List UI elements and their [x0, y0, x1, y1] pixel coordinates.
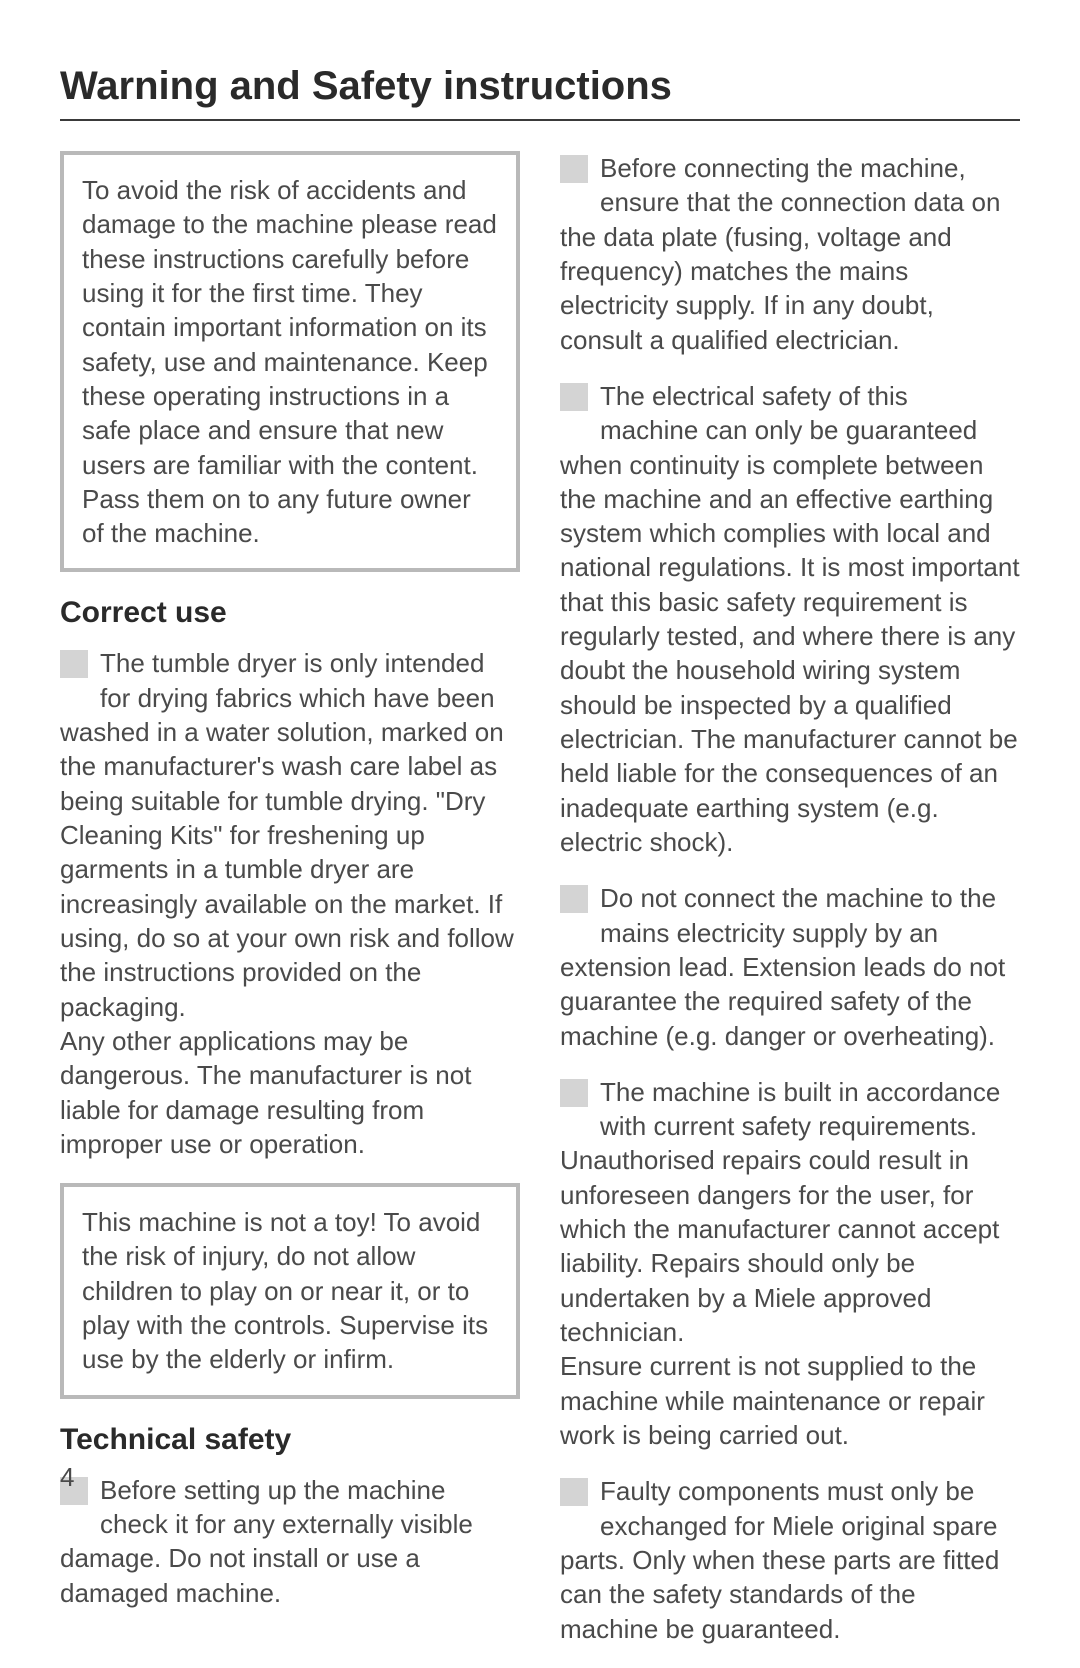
bullet-icon: [60, 650, 88, 678]
correct-use-tail: Any other applications may be dangerous.…: [60, 1024, 520, 1161]
r-p3-lead-1: Do not connect the machine to the: [600, 881, 996, 915]
correct-use-lead-1: The tumble dryer is only intended: [100, 646, 495, 680]
r-p4: The machine is built in accordance with …: [560, 1075, 1020, 1452]
r-p2: The electrical safety of this machine ca…: [560, 379, 1020, 859]
r-p2-lead-2: machine can only be guaranteed: [600, 413, 977, 447]
content-columns: To avoid the risk of accidents and damag…: [60, 151, 1020, 1668]
heading-correct-use: Correct use: [60, 596, 520, 630]
bullet-icon: [560, 1478, 588, 1506]
tech-lead-1: Before setting up the machine: [100, 1473, 473, 1507]
r-p4-cont: Unauthorised repairs could result in unf…: [560, 1143, 1020, 1349]
r-p5: Faulty components must only be exchanged…: [560, 1474, 1020, 1646]
r-p5-lead-2: exchanged for Miele original spare: [600, 1509, 997, 1543]
tech-lead-2: check it for any externally visible: [100, 1507, 473, 1541]
r-p3-lead-2: mains electricity supply by an: [600, 916, 996, 950]
r-p4-tail: Ensure current is not supplied to the ma…: [560, 1349, 1020, 1452]
bullet-icon: [560, 155, 588, 183]
correct-use-lead-2: for drying fabrics which have been: [100, 681, 495, 715]
toy-warning-text: This machine is not a toy! To avoid the …: [82, 1205, 498, 1377]
tech-safety-paragraph: Before setting up the machine check it f…: [60, 1473, 520, 1610]
r-p1: Before connecting the machine, ensure th…: [560, 151, 1020, 357]
manual-page: Warning and Safety instructions To avoid…: [0, 0, 1080, 1529]
r-p4-lead-1: The machine is built in accordance: [600, 1075, 1000, 1109]
r-p5-lead-1: Faulty components must only be: [600, 1474, 997, 1508]
tech-cont: damage. Do not install or use a damaged …: [60, 1541, 520, 1610]
page-number: 4: [60, 1462, 74, 1493]
heading-technical-safety: Technical safety: [60, 1423, 520, 1457]
r-p1-lead-1: Before connecting the machine,: [600, 151, 1000, 185]
bullet-icon: [560, 383, 588, 411]
r-p2-cont: when continuity is complete between the …: [560, 448, 1020, 860]
correct-use-cont: washed in a water solution, marked on th…: [60, 715, 520, 1024]
r-p5-cont: parts. Only when these parts are fitted …: [560, 1543, 1020, 1646]
r-p2-lead-1: The electrical safety of this: [600, 379, 977, 413]
bullet-icon: [560, 885, 588, 913]
intro-warning-box: To avoid the risk of accidents and damag…: [60, 151, 520, 572]
title-rule: [60, 119, 1020, 121]
left-column: To avoid the risk of accidents and damag…: [60, 151, 520, 1668]
r-p3-cont: extension lead. Extension leads do not g…: [560, 950, 1020, 1053]
r-p4-lead-2: with current safety requirements.: [600, 1109, 1000, 1143]
bullet-icon: [560, 1079, 588, 1107]
right-column: Before connecting the machine, ensure th…: [560, 151, 1020, 1668]
correct-use-paragraph: The tumble dryer is only intended for dr…: [60, 646, 520, 1161]
toy-warning-box: This machine is not a toy! To avoid the …: [60, 1183, 520, 1399]
r-p1-lead-2: ensure that the connection data on: [600, 185, 1000, 219]
intro-warning-text: To avoid the risk of accidents and damag…: [82, 173, 498, 550]
r-p3: Do not connect the machine to the mains …: [560, 881, 1020, 1053]
page-title: Warning and Safety instructions: [60, 64, 1020, 109]
r-p1-cont: the data plate (fusing, voltage and freq…: [560, 220, 1020, 357]
